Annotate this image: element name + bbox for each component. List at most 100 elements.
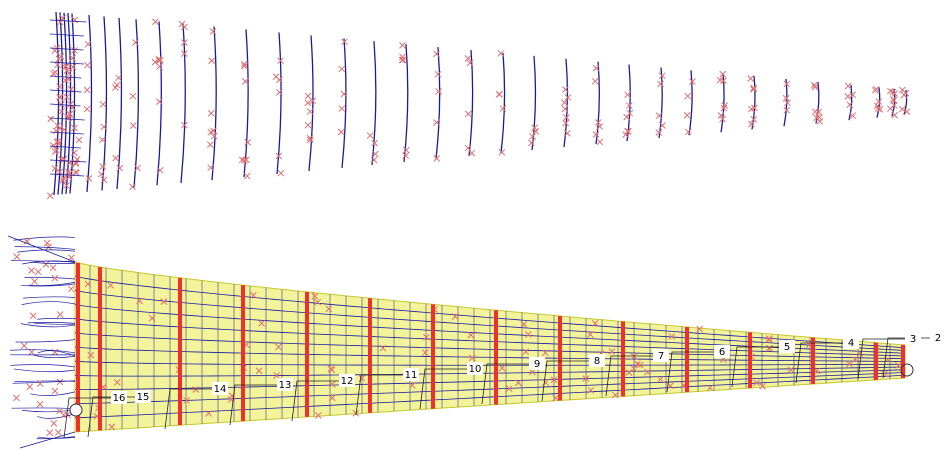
point-marker: [766, 345, 774, 352]
root-line: [20, 323, 76, 328]
point-marker: [719, 70, 727, 78]
point-marker: [53, 138, 61, 146]
point-marker: [592, 64, 600, 72]
section-label: 5: [784, 342, 790, 353]
point-marker: [207, 109, 215, 117]
point-marker: [112, 154, 120, 162]
point-marker: [625, 102, 633, 109]
point-marker: [63, 182, 70, 189]
point-marker: [13, 394, 20, 402]
point-marker: [207, 128, 215, 136]
point-marker: [783, 80, 791, 88]
point-marker: [84, 61, 91, 69]
point-marker: [36, 380, 44, 388]
point-marker: [107, 281, 115, 289]
label-box: [403, 368, 419, 381]
point-marker: [56, 93, 63, 101]
point-marker: [56, 407, 63, 415]
root-line: [49, 61, 85, 65]
point-marker: [304, 121, 312, 129]
point-marker: [898, 105, 906, 113]
point-marker: [467, 331, 475, 339]
point-marker: [54, 61, 61, 69]
point-marker: [71, 47, 78, 54]
root-marker: [69, 403, 83, 417]
profile-line: [688, 70, 693, 136]
point-marker: [43, 239, 51, 247]
point-marker: [56, 83, 63, 90]
point-marker: [562, 114, 570, 121]
point-marker: [873, 102, 881, 110]
root-line: [14, 380, 76, 383]
section-label: 12: [341, 376, 354, 387]
root-line: [31, 261, 76, 264]
point-marker: [83, 86, 91, 94]
label-box: [467, 362, 483, 375]
point-marker: [65, 114, 73, 122]
point-marker: [304, 99, 312, 107]
blade-surface: [7, 235, 914, 449]
point-marker: [45, 243, 52, 251]
point-marker: [151, 58, 159, 66]
section-label: 14: [214, 384, 227, 395]
point-marker: [750, 86, 757, 93]
point-marker: [421, 349, 429, 356]
point-marker: [528, 368, 536, 376]
point-marker: [84, 40, 92, 48]
point-marker: [338, 65, 346, 73]
point-marker: [435, 88, 442, 95]
label-box: [714, 345, 730, 358]
point-marker: [402, 152, 409, 160]
point-marker: [371, 139, 378, 147]
point-marker: [328, 394, 336, 402]
label-leader: [229, 384, 277, 426]
point-marker: [277, 57, 284, 65]
root-line: [23, 296, 76, 299]
point-marker: [871, 86, 879, 94]
point-marker: [469, 354, 476, 362]
root-line: [49, 159, 87, 163]
point-marker: [683, 111, 691, 119]
point-marker: [783, 106, 791, 114]
root-line: [49, 131, 84, 135]
point-marker: [241, 62, 248, 70]
section-profiles: [46, 11, 911, 200]
point-marker: [65, 170, 73, 178]
point-marker: [891, 111, 898, 119]
section-label: 4: [848, 338, 854, 349]
point-marker: [337, 128, 345, 136]
root-line: [49, 89, 82, 93]
point-marker: [71, 16, 79, 24]
point-marker: [625, 128, 632, 135]
profile-line: [180, 23, 186, 184]
point-marker: [75, 136, 83, 144]
point-marker: [750, 115, 758, 123]
point-marker: [464, 54, 472, 62]
profile-line: [101, 16, 108, 191]
point-marker: [541, 349, 549, 357]
point-marker: [433, 50, 440, 58]
root-line: [49, 145, 81, 149]
label-leader: [419, 368, 467, 410]
point-marker: [844, 82, 852, 90]
point-marker: [529, 133, 536, 140]
section-label: 7: [658, 351, 664, 362]
point-marker: [71, 124, 78, 132]
point-marker: [765, 336, 773, 344]
point-marker: [72, 168, 79, 176]
point-marker: [634, 360, 641, 368]
profile-line: [468, 50, 474, 157]
section-label: 13: [279, 380, 292, 391]
point-marker: [399, 56, 407, 64]
point-marker: [586, 331, 594, 338]
root-line: [17, 249, 76, 253]
point-marker: [696, 325, 704, 333]
point-marker: [275, 88, 283, 96]
point-marker: [183, 396, 190, 404]
label-leader: [605, 355, 653, 397]
point-marker: [372, 150, 379, 158]
point-marker: [66, 100, 74, 108]
root-line: [27, 322, 76, 324]
point-marker: [69, 63, 77, 71]
